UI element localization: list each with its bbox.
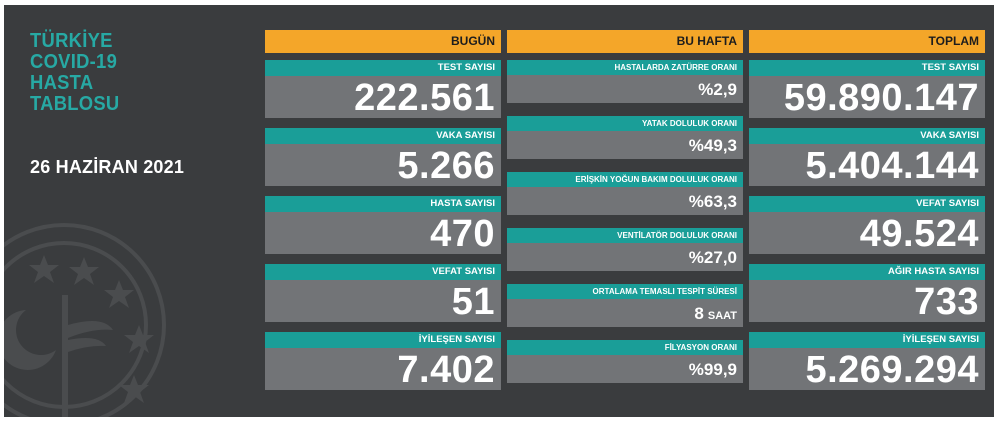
stat-value: 5.404.144 bbox=[749, 144, 985, 187]
week-contact-block: ORTALAMA TEMASLI TESPİT SÜRESİ 8 SAAT bbox=[507, 284, 743, 327]
title-line: TABLOSU bbox=[30, 93, 120, 115]
week-icu-block: ERİŞKİN YOĞUN BAKIM DOLULUK ORANI %63,3 bbox=[507, 172, 743, 215]
stat-label: TEST SAYISI bbox=[749, 60, 985, 76]
today-test-block: TEST SAYISI 222.561 bbox=[265, 60, 501, 119]
stat-label: İYİLEŞEN SAYISI bbox=[749, 332, 985, 348]
stat-label: VEFAT SAYISI bbox=[265, 264, 501, 280]
title-line: HASTA bbox=[30, 72, 94, 94]
stat-label: ORTALAMA TEMASLI TESPİT SÜRESİ bbox=[507, 284, 743, 299]
stat-value: 222.561 bbox=[265, 76, 501, 119]
total-case-block: VAKA SAYISI 5.404.144 bbox=[749, 128, 985, 187]
page-title: TÜRKİYE COVID-19 HASTA TABLOSU bbox=[30, 31, 230, 115]
stat-number: 8 bbox=[694, 304, 704, 323]
stat-label: VAKA SAYISI bbox=[265, 128, 501, 144]
stat-label: HASTALARDA ZATÜRRE ORANI bbox=[507, 60, 743, 75]
today-recovered-block: İYİLEŞEN SAYISI 7.402 bbox=[265, 332, 501, 391]
ministry-of-health-emblem-icon bbox=[4, 223, 166, 417]
stat-value: 49.524 bbox=[749, 212, 985, 255]
today-patient-block: HASTA SAYISI 470 bbox=[265, 196, 501, 255]
stat-value: 5.266 bbox=[265, 144, 501, 187]
total-death-block: VEFAT SAYISI 49.524 bbox=[749, 196, 985, 255]
stat-label: İYİLEŞEN SAYISI bbox=[265, 332, 501, 348]
stat-value: 7.402 bbox=[265, 348, 501, 391]
stat-value: 8 SAAT bbox=[507, 299, 743, 327]
stat-unit: SAAT bbox=[707, 310, 737, 322]
stat-value: %63,3 bbox=[507, 187, 743, 215]
stat-label: VEFAT SAYISI bbox=[749, 196, 985, 212]
total-column: TOPLAM TEST SAYISI 59.890.147 VAKA SAYIS… bbox=[749, 30, 985, 400]
stat-value: 470 bbox=[265, 212, 501, 255]
stat-value: 51 bbox=[265, 280, 501, 323]
today-header: BUGÜN bbox=[265, 30, 501, 53]
today-death-block: VEFAT SAYISI 51 bbox=[265, 264, 501, 323]
total-header: TOPLAM bbox=[749, 30, 985, 53]
stat-value: 59.890.147 bbox=[749, 76, 985, 119]
week-bed-block: YATAK DOLULUK ORANI %49,3 bbox=[507, 116, 743, 159]
total-critical-block: AĞIR HASTA SAYISI 733 bbox=[749, 264, 985, 323]
stat-label: TEST SAYISI bbox=[265, 60, 501, 76]
stat-value: %27,0 bbox=[507, 243, 743, 271]
report-date: 26 HAZİRAN 2021 bbox=[30, 157, 185, 177]
stat-label: FİLYASYON ORANI bbox=[507, 340, 743, 355]
week-filiation-block: FİLYASYON ORANI %99,9 bbox=[507, 340, 743, 383]
title-line: TÜRKİYE bbox=[30, 30, 113, 52]
stat-value: %99,9 bbox=[507, 355, 743, 383]
week-header: BU HAFTA bbox=[507, 30, 743, 53]
stat-label: AĞIR HASTA SAYISI bbox=[749, 264, 985, 280]
title-line: COVID-19 bbox=[30, 51, 118, 73]
stat-value: 5.269.294 bbox=[749, 348, 985, 391]
week-pneumonia-block: HASTALARDA ZATÜRRE ORANI %2,9 bbox=[507, 60, 743, 103]
week-column: BU HAFTA HASTALARDA ZATÜRRE ORANI %2,9 Y… bbox=[507, 30, 743, 400]
covid-table-board: TÜRKİYE COVID-19 HASTA TABLOSU 26 HAZİRA… bbox=[4, 5, 994, 417]
stat-label: HASTA SAYISI bbox=[265, 196, 501, 212]
stat-label: ERİŞKİN YOĞUN BAKIM DOLULUK ORANI bbox=[507, 172, 743, 187]
today-case-block: VAKA SAYISI 5.266 bbox=[265, 128, 501, 187]
stat-value: %49,3 bbox=[507, 131, 743, 159]
stat-label: VAKA SAYISI bbox=[749, 128, 985, 144]
week-ventilator-block: VENTİLATÖR DOLULUK ORANI %27,0 bbox=[507, 228, 743, 271]
total-test-block: TEST SAYISI 59.890.147 bbox=[749, 60, 985, 119]
today-column: BUGÜN TEST SAYISI 222.561 VAKA SAYISI 5.… bbox=[265, 30, 501, 400]
stat-label: VENTİLATÖR DOLULUK ORANI bbox=[507, 228, 743, 243]
stat-label: YATAK DOLULUK ORANI bbox=[507, 116, 743, 131]
total-recovered-block: İYİLEŞEN SAYISI 5.269.294 bbox=[749, 332, 985, 391]
stat-value: %2,9 bbox=[507, 75, 743, 103]
stat-value: 733 bbox=[749, 280, 985, 323]
